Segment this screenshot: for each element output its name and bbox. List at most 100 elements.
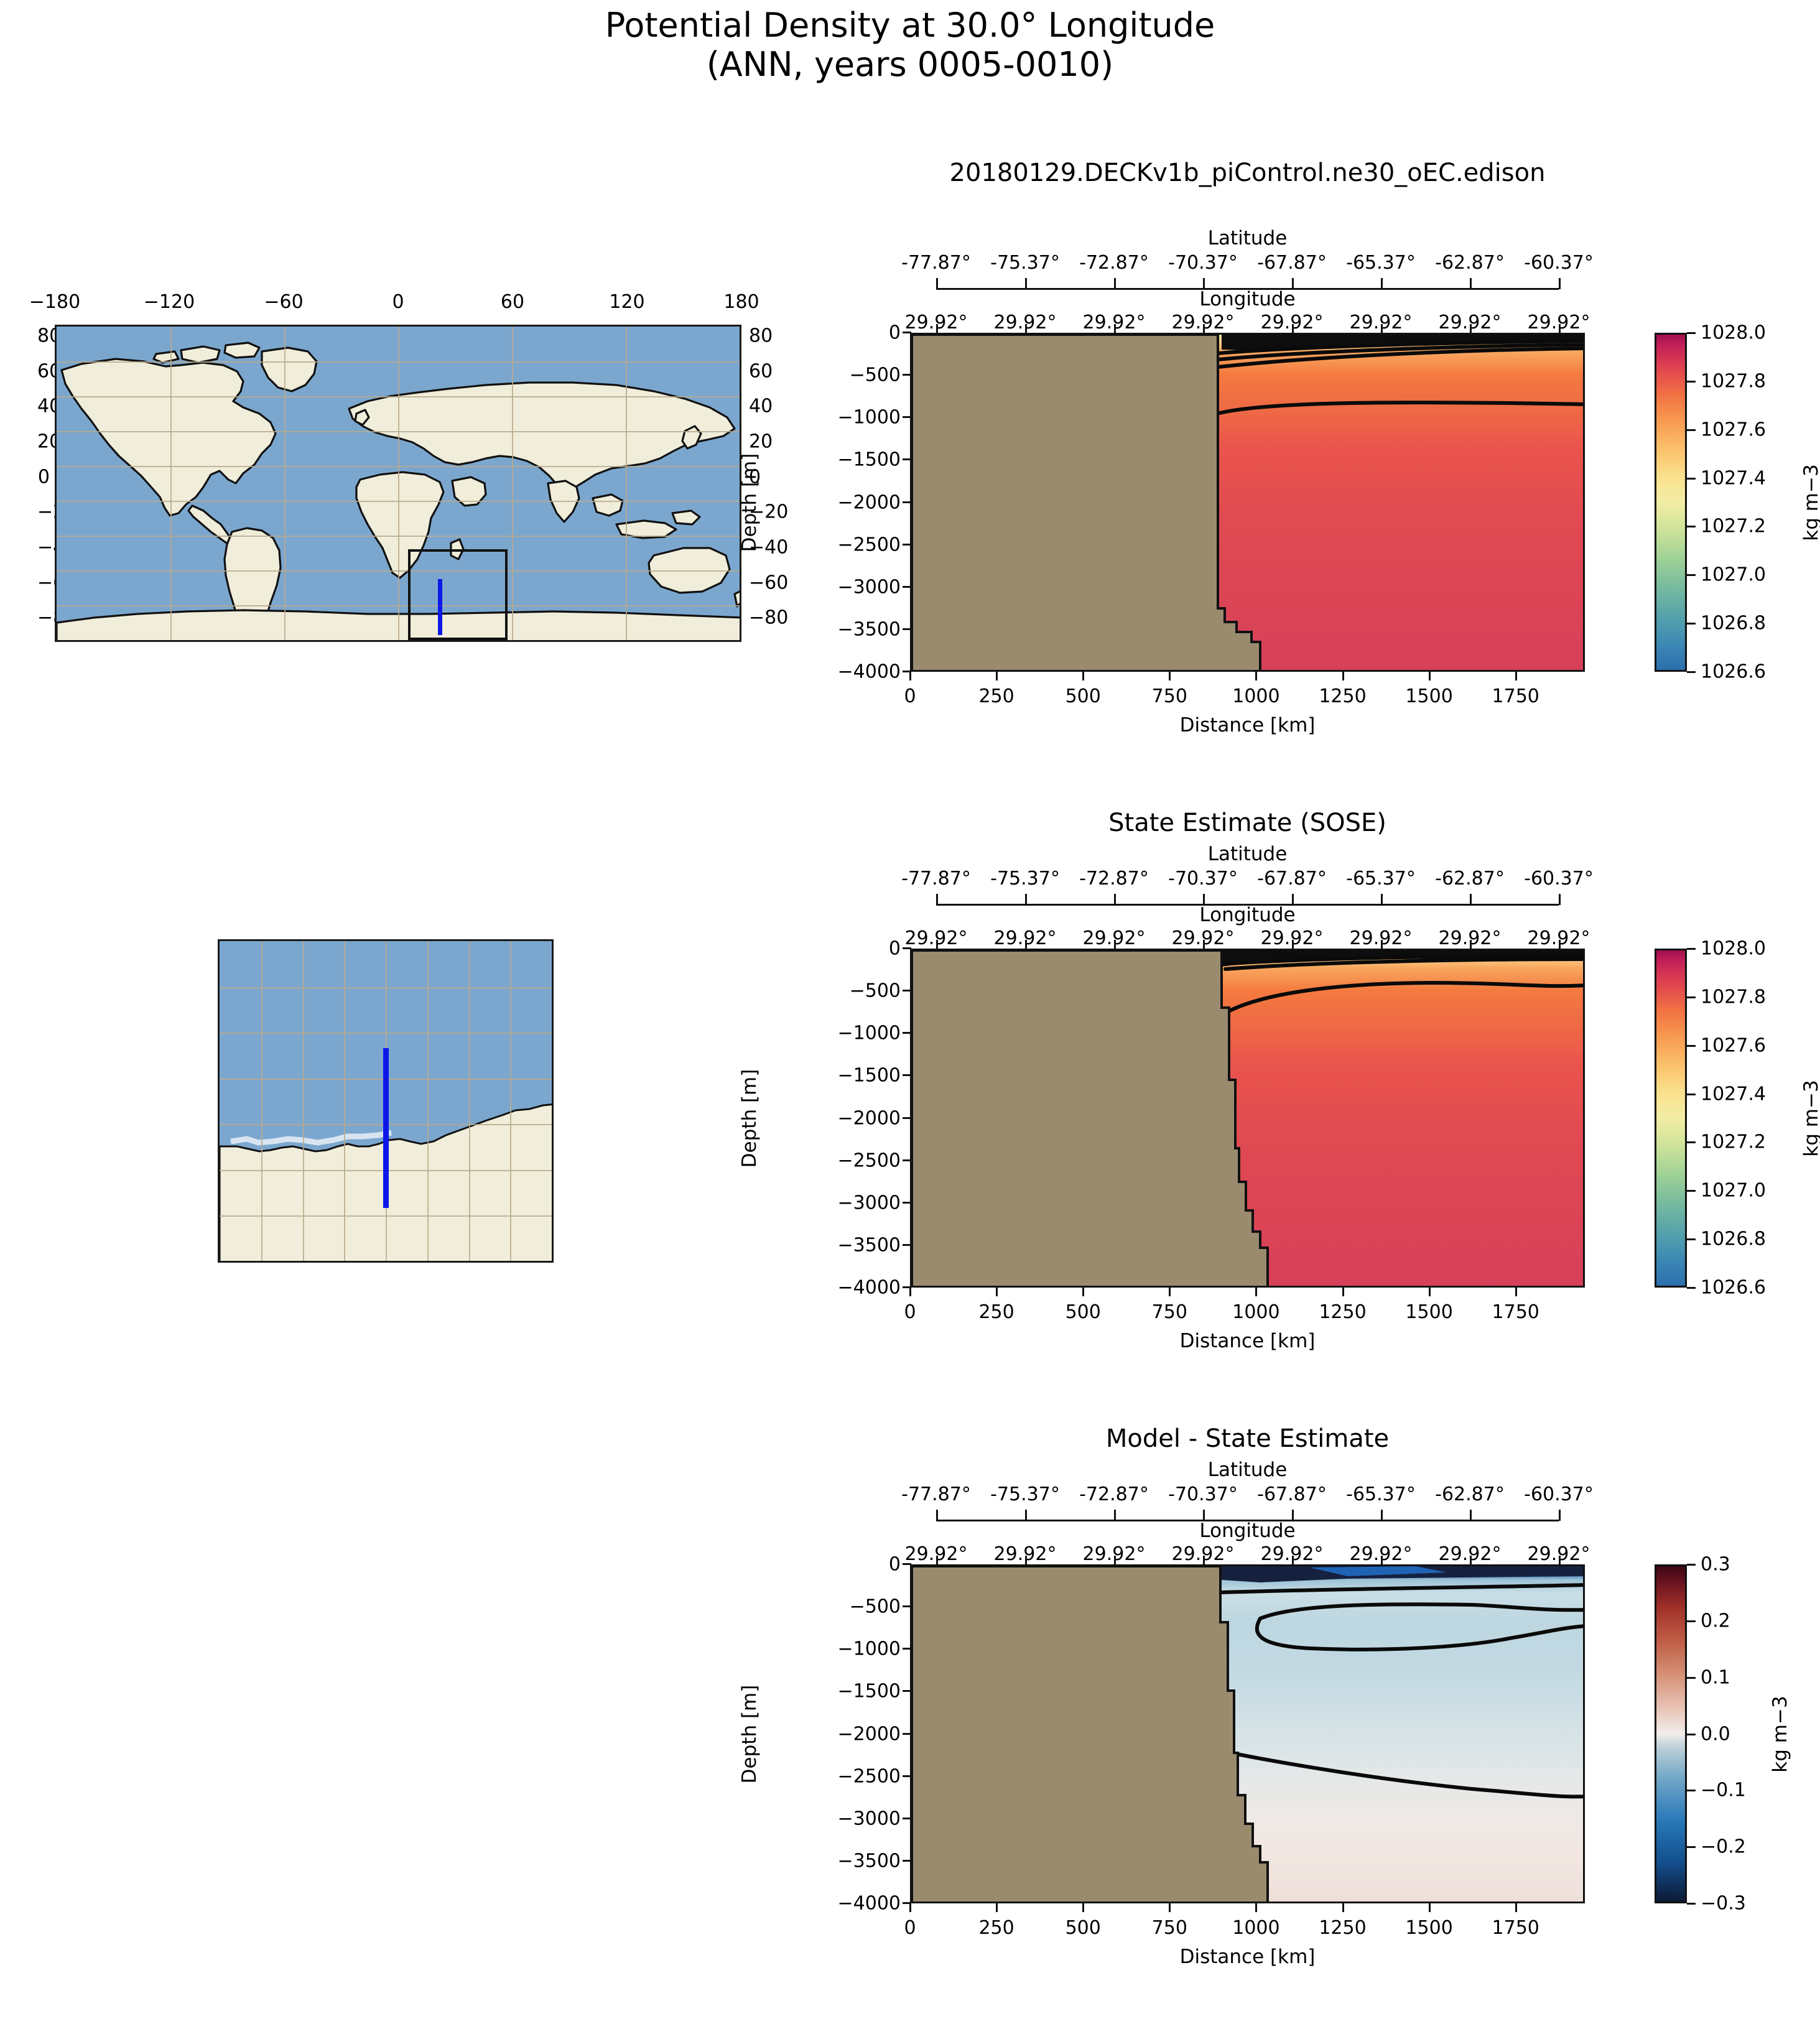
colorbar-tick: 0.3 bbox=[1701, 1553, 1730, 1576]
global-map-ytick-left: −80 bbox=[37, 607, 77, 629]
depth-tick: −1500 bbox=[837, 1064, 901, 1087]
depth-tick: −3000 bbox=[837, 1808, 901, 1830]
distance-axis-label: Distance [km] bbox=[1179, 1330, 1316, 1352]
distance-tick: 0 bbox=[904, 1917, 916, 1939]
distance-tick: 1250 bbox=[1319, 685, 1367, 707]
inset-map[interactable] bbox=[218, 939, 554, 1263]
colorbar-model[interactable] bbox=[1655, 333, 1687, 672]
latitude-tick: -72.87° bbox=[1079, 1484, 1149, 1505]
cross-section-plot-sose[interactable] bbox=[910, 949, 1585, 1288]
density-contour bbox=[1223, 957, 1583, 971]
colorbar-tickmark bbox=[1687, 380, 1696, 383]
distance-tick: 1750 bbox=[1492, 685, 1539, 707]
colorbar-tickmark bbox=[1687, 1141, 1696, 1144]
distance-tick: 1500 bbox=[1405, 1917, 1453, 1939]
distance-tick: 1750 bbox=[1492, 1917, 1539, 1939]
longitude-axis-label: Longitude bbox=[1199, 904, 1296, 926]
colorbar-tick: 1027.6 bbox=[1701, 419, 1766, 441]
longitude-tickmark bbox=[1025, 324, 1027, 333]
latitude-tick: -75.37° bbox=[990, 252, 1060, 274]
colorbar-tickmark bbox=[1687, 477, 1696, 480]
colorbar-tickmark bbox=[1687, 1846, 1696, 1849]
longitude-tick-row bbox=[910, 940, 1585, 949]
latitude-tick-row bbox=[910, 894, 1585, 906]
latitude-tickmark bbox=[1114, 894, 1116, 905]
colorbar-tick: 1027.0 bbox=[1701, 564, 1766, 586]
depth-tickmark bbox=[903, 1563, 911, 1565]
panel-title: Model - State Estimate bbox=[1105, 1424, 1390, 1453]
colorbar-tick: −0.3 bbox=[1701, 1892, 1746, 1915]
depth-tickmark bbox=[903, 1902, 911, 1904]
colorbar-tick: 1027.8 bbox=[1701, 986, 1766, 1008]
latitude-tick: -62.87° bbox=[1435, 868, 1505, 889]
colorbar-sose[interactable] bbox=[1655, 949, 1687, 1288]
latitude-tickmark bbox=[1381, 278, 1383, 289]
colorbar-tick: 1027.2 bbox=[1701, 1131, 1766, 1153]
depth-tick: −4000 bbox=[837, 661, 901, 683]
colorbar-tickmark bbox=[1687, 671, 1696, 673]
depth-tickmark bbox=[903, 332, 911, 333]
cross-section-field bbox=[912, 335, 1583, 670]
distance-tickmark bbox=[1515, 1288, 1517, 1296]
bathymetry-mask bbox=[912, 335, 1261, 670]
longitude-tickmark bbox=[1470, 1556, 1472, 1564]
longitude-tickmark bbox=[1114, 324, 1116, 333]
latitude-tickmark bbox=[1381, 894, 1383, 905]
cross-section-plot-difference[interactable] bbox=[910, 1564, 1585, 1903]
longitude-tick-row bbox=[910, 1556, 1585, 1564]
depth-tick: −3500 bbox=[837, 1234, 901, 1256]
distance-tickmark bbox=[996, 1903, 998, 1912]
depth-tick: −3500 bbox=[837, 1850, 901, 1872]
density-contour bbox=[1223, 1750, 1583, 1799]
depth-tick: −500 bbox=[849, 980, 901, 1002]
inset-map-panel bbox=[218, 939, 554, 1263]
depth-tickmark bbox=[903, 1032, 911, 1034]
distance-tick: 1250 bbox=[1319, 1301, 1367, 1323]
global-map[interactable] bbox=[55, 325, 741, 642]
colorbar-tickmark bbox=[1687, 1903, 1696, 1905]
global-map-ytick-right: 80 bbox=[749, 325, 773, 347]
longitude-axis-label: Longitude bbox=[1199, 1520, 1296, 1542]
colorbar-difference[interactable] bbox=[1655, 1564, 1687, 1903]
distance-tickmark bbox=[1169, 1288, 1171, 1296]
depth-tick: −3000 bbox=[837, 1192, 901, 1214]
latitude-tickmark bbox=[1292, 894, 1294, 905]
latitude-tick: -67.87° bbox=[1257, 252, 1327, 274]
colorbar-tick: 0.2 bbox=[1701, 1610, 1730, 1632]
latitude-tickmark bbox=[1470, 894, 1472, 905]
distance-tickmark bbox=[1082, 1903, 1085, 1912]
distance-tick: 500 bbox=[1065, 1301, 1101, 1323]
depth-tick: 0 bbox=[888, 322, 901, 344]
global-map-xtick: 60 bbox=[500, 291, 525, 313]
panel-title: State Estimate (SOSE) bbox=[1108, 809, 1386, 837]
density-contour bbox=[1220, 980, 1583, 1017]
longitude-tickmark bbox=[1381, 1556, 1383, 1564]
latitude-tickmark bbox=[1203, 894, 1205, 905]
latitude-axis-label: Latitude bbox=[1207, 227, 1288, 249]
global-map-ytick-left: −40 bbox=[37, 537, 77, 559]
depth-tickmark bbox=[903, 458, 911, 461]
depth-tickmark bbox=[903, 1732, 911, 1735]
colorbar-tick: 1026.8 bbox=[1701, 1228, 1766, 1250]
depth-tick: −2500 bbox=[837, 534, 901, 556]
global-map-ytick-right: 40 bbox=[749, 395, 773, 417]
distance-tickmark bbox=[1255, 1903, 1258, 1912]
cross-section-plot-model[interactable] bbox=[910, 333, 1585, 672]
global-map-ytick-left: 40 bbox=[37, 395, 62, 417]
depth-tick: −4000 bbox=[837, 1276, 901, 1299]
density-contour bbox=[1216, 339, 1583, 355]
distance-tick: 750 bbox=[1151, 1917, 1187, 1939]
distance-axis-label: Distance [km] bbox=[1179, 1946, 1316, 1968]
latitude-tick: -65.37° bbox=[1346, 252, 1416, 274]
distance-tick: 0 bbox=[904, 1301, 916, 1323]
depth-tickmark bbox=[903, 1605, 911, 1608]
global-map-xtick: 120 bbox=[609, 291, 645, 313]
bathymetry-mask bbox=[912, 1566, 1269, 1902]
density-contour bbox=[1216, 343, 1583, 361]
global-map-ytick-left: 20 bbox=[37, 430, 62, 453]
longitude-tickmark bbox=[1381, 324, 1383, 333]
region-of-interest-box bbox=[408, 549, 508, 640]
depth-tick: −500 bbox=[849, 1595, 901, 1618]
depth-tickmark bbox=[903, 947, 911, 949]
inset-transect-line bbox=[383, 1048, 389, 1209]
